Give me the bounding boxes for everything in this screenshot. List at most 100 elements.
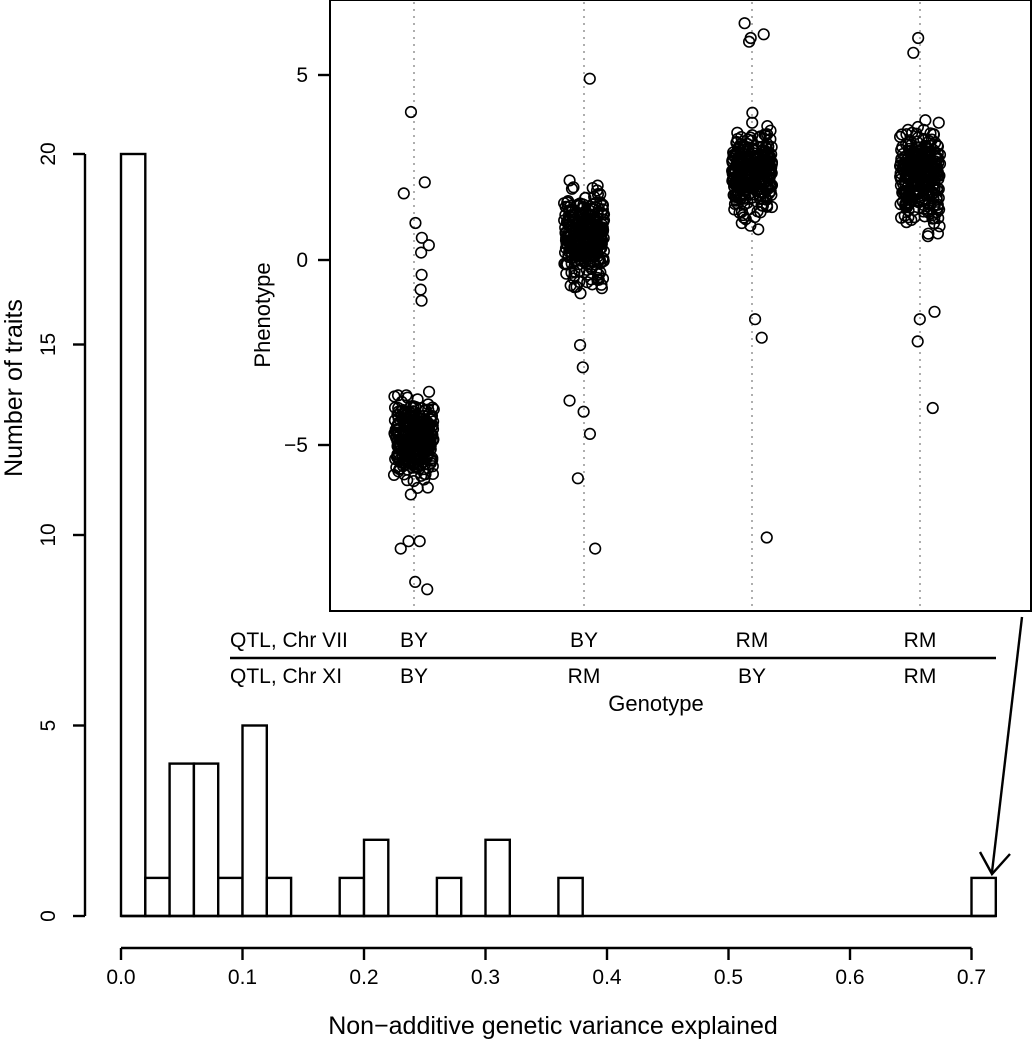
genotype-chr11-3: RM	[904, 665, 937, 688]
inset-frame	[329, 0, 1032, 612]
x-axis: 0.0 0.1 0.2 0.3 0.4 0.5 0.6 0.7	[106, 946, 986, 989]
phenotype-point	[735, 216, 748, 230]
phenotype-point	[896, 140, 909, 154]
genotype-chr7-1: BY	[570, 629, 598, 652]
phenotype-point	[591, 271, 604, 285]
histogram-bar-3	[192, 762, 220, 918]
histogram-bar-6	[265, 876, 293, 918]
x-tick-label: 0.1	[228, 966, 257, 989]
phenotype-point	[415, 268, 428, 281]
phenotype-point	[928, 161, 941, 174]
genotype-chr7-3: RM	[904, 629, 937, 652]
phenotype-point	[752, 223, 765, 236]
phenotype-point	[748, 210, 761, 224]
x-tick-label: 0.0	[106, 966, 135, 989]
phenotype-point	[930, 168, 943, 181]
phenotype-point	[595, 282, 608, 295]
phenotype-point	[731, 153, 744, 167]
phenotype-point	[563, 394, 576, 407]
histogram-bar-4	[216, 876, 244, 918]
phenotype-point	[397, 187, 410, 200]
phenotype-point	[418, 458, 431, 471]
phenotype-point	[418, 444, 431, 457]
phenotype-point	[576, 361, 589, 374]
phenotype-point	[762, 140, 775, 153]
phenotype-point	[898, 159, 911, 172]
y-tick-label: 5	[37, 720, 60, 732]
phenotype-point	[740, 155, 753, 169]
phenotype-point	[409, 216, 422, 230]
phenotype-point	[737, 180, 750, 193]
phenotype-point	[917, 155, 930, 169]
phenotype-point	[591, 208, 604, 221]
phenotype-point	[415, 231, 428, 244]
x-tick-label: 0.5	[714, 966, 743, 989]
y-axis: 0 5 10 15 20	[37, 142, 87, 922]
phenotype-point	[415, 246, 428, 259]
phenotype-point	[597, 232, 610, 245]
phenotype-point	[412, 429, 425, 443]
phenotype-point	[726, 173, 739, 186]
phenotype-point	[928, 305, 941, 318]
phenotype-point	[408, 449, 421, 462]
phenotype-point	[903, 158, 916, 171]
phenotype-point	[589, 542, 602, 555]
phenotype-point	[558, 214, 571, 227]
phenotype-point	[571, 472, 584, 485]
phenotype-point	[392, 418, 405, 431]
phenotype-point	[727, 164, 741, 178]
phenotype-point	[576, 244, 589, 258]
genotype-table: QTL, Chr VII QTL, Chr XI BY BY BY RM RM BY RM RM	[230, 629, 996, 688]
phenotype-point	[931, 227, 944, 240]
inset-x-axis-title: Genotype	[608, 691, 703, 716]
genotype-chr7-2: RM	[736, 629, 769, 652]
phenotype-point	[751, 205, 764, 218]
x-tick-label: 0.6	[835, 966, 864, 989]
phenotype-point	[920, 158, 934, 171]
phenotype-point	[746, 116, 759, 129]
phenotype-point	[561, 200, 574, 213]
phenotype-point	[926, 401, 939, 415]
x-tick-label: 0.2	[349, 966, 378, 989]
phenotype-point	[597, 208, 611, 221]
phenotype-point	[908, 170, 922, 183]
phenotype-point	[585, 225, 598, 238]
phenotype-point	[928, 211, 941, 225]
y-tick-label: 0	[37, 910, 60, 922]
histogram-bar-5	[241, 724, 268, 918]
phenotype-point	[894, 198, 907, 211]
phenotype-point	[426, 423, 440, 436]
phenotype-point	[407, 401, 420, 414]
phenotype-point	[392, 447, 405, 460]
phenotype-point	[424, 437, 437, 450]
phenotype-point	[913, 186, 926, 199]
x-tick-label: 0.7	[957, 966, 986, 989]
phenotype-point	[388, 401, 402, 414]
histogram-bar-2	[168, 762, 196, 918]
y-tick-label: 15	[37, 333, 60, 356]
arrow-head	[978, 851, 1011, 877]
arrow-shaft	[990, 616, 1024, 873]
x-axis-title: Non−additive genetic variance explained	[328, 1012, 778, 1040]
phenotype-point	[931, 140, 945, 153]
phenotype-point	[927, 199, 940, 212]
phenotype-point	[913, 313, 926, 326]
inset-scatter: −5 0 5 Phenotype QTL, Chr VII QTL, Chr XI BY…	[230, 0, 1032, 716]
phenotype-point	[760, 199, 774, 212]
phenotype-point	[559, 221, 572, 234]
phenotype-point	[594, 188, 607, 201]
phenotype-point	[559, 226, 572, 240]
phenotype-point	[764, 133, 777, 146]
phenotype-point	[404, 439, 417, 452]
phenotype-point	[577, 405, 590, 418]
phenotype-point	[749, 164, 762, 178]
row-label-chr11: QTL, Chr XI	[230, 665, 342, 688]
phenotype-point	[558, 197, 571, 210]
phenotype-point	[932, 116, 945, 129]
phenotype-point	[912, 31, 925, 45]
phenotype-point	[590, 215, 603, 228]
phenotype-point	[748, 313, 762, 326]
phenotype-point	[422, 239, 435, 252]
phenotype-point	[737, 208, 750, 222]
phenotype-point	[422, 403, 435, 416]
